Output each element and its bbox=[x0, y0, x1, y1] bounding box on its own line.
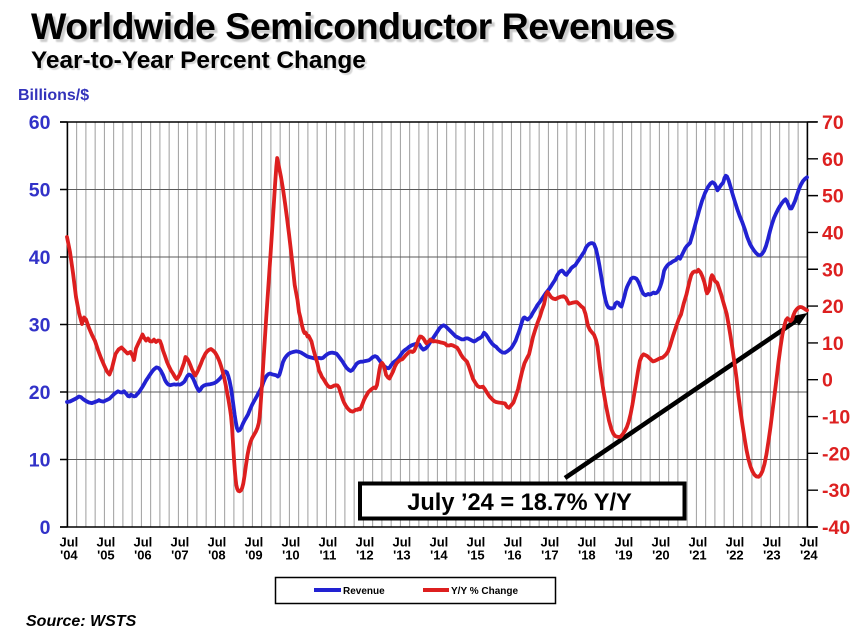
svg-text:Jul: Jul bbox=[541, 534, 560, 549]
svg-text:'12: '12 bbox=[356, 548, 374, 563]
svg-text:Jul: Jul bbox=[134, 534, 153, 549]
svg-text:'05: '05 bbox=[97, 548, 115, 563]
svg-text:Jul: Jul bbox=[208, 534, 227, 549]
svg-text:10: 10 bbox=[822, 333, 844, 355]
svg-text:'22: '22 bbox=[726, 548, 744, 563]
svg-text:-40: -40 bbox=[822, 517, 850, 539]
svg-text:'15: '15 bbox=[467, 548, 485, 563]
svg-text:'08: '08 bbox=[208, 548, 226, 563]
svg-text:Jul: Jul bbox=[356, 534, 375, 549]
svg-text:'10: '10 bbox=[282, 548, 300, 563]
svg-text:50: 50 bbox=[29, 180, 51, 202]
svg-text:40: 40 bbox=[29, 247, 51, 269]
svg-text:July ’24 = 18.7% Y/Y: July ’24 = 18.7% Y/Y bbox=[407, 490, 632, 516]
svg-text:Jul: Jul bbox=[60, 534, 79, 549]
svg-text:'07: '07 bbox=[171, 548, 189, 563]
svg-text:20: 20 bbox=[29, 382, 51, 404]
svg-text:-30: -30 bbox=[822, 480, 850, 502]
svg-text:'20: '20 bbox=[652, 548, 670, 563]
svg-text:Jul: Jul bbox=[282, 534, 301, 549]
svg-text:'09: '09 bbox=[245, 548, 263, 563]
svg-text:Jul: Jul bbox=[726, 534, 745, 549]
svg-text:0: 0 bbox=[40, 517, 51, 539]
svg-text:Jul: Jul bbox=[245, 534, 264, 549]
svg-text:Jul: Jul bbox=[467, 534, 486, 549]
svg-text:'04: '04 bbox=[60, 548, 78, 563]
svg-text:60: 60 bbox=[822, 149, 844, 171]
svg-text:10: 10 bbox=[29, 450, 51, 472]
svg-text:Revenue: Revenue bbox=[343, 586, 385, 597]
svg-text:-10: -10 bbox=[822, 407, 850, 429]
svg-text:'21: '21 bbox=[689, 548, 707, 563]
svg-text:'16: '16 bbox=[504, 548, 522, 563]
svg-text:'23: '23 bbox=[763, 548, 781, 563]
svg-text:Y/Y % Change: Y/Y % Change bbox=[451, 586, 518, 597]
svg-text:'24: '24 bbox=[800, 548, 818, 563]
svg-text:-20: -20 bbox=[822, 443, 850, 465]
svg-text:Jul: Jul bbox=[97, 534, 116, 549]
svg-text:'11: '11 bbox=[319, 548, 336, 563]
svg-text:'14: '14 bbox=[430, 548, 448, 563]
svg-text:'17: '17 bbox=[541, 548, 559, 563]
svg-text:'19: '19 bbox=[615, 548, 633, 563]
svg-text:Jul: Jul bbox=[763, 534, 782, 549]
svg-text:Jul: Jul bbox=[652, 534, 671, 549]
svg-text:Jul: Jul bbox=[504, 534, 523, 549]
svg-text:Jul: Jul bbox=[689, 534, 708, 549]
svg-text:0: 0 bbox=[822, 370, 833, 392]
svg-text:Jul: Jul bbox=[171, 534, 190, 549]
svg-text:20: 20 bbox=[822, 296, 844, 318]
svg-text:Jul: Jul bbox=[800, 534, 819, 549]
svg-text:30: 30 bbox=[822, 259, 844, 281]
svg-text:50: 50 bbox=[822, 186, 844, 208]
svg-text:'06: '06 bbox=[134, 548, 152, 563]
svg-text:60: 60 bbox=[29, 112, 51, 134]
svg-text:70: 70 bbox=[822, 112, 844, 134]
svg-text:40: 40 bbox=[822, 222, 844, 244]
svg-text:'18: '18 bbox=[578, 548, 596, 563]
svg-text:Jul: Jul bbox=[430, 534, 449, 549]
svg-text:Jul: Jul bbox=[615, 534, 634, 549]
svg-text:'13: '13 bbox=[393, 548, 411, 563]
svg-text:Jul: Jul bbox=[319, 534, 338, 549]
svg-text:Jul: Jul bbox=[393, 534, 412, 549]
svg-text:Jul: Jul bbox=[578, 534, 597, 549]
svg-text:30: 30 bbox=[29, 315, 51, 337]
